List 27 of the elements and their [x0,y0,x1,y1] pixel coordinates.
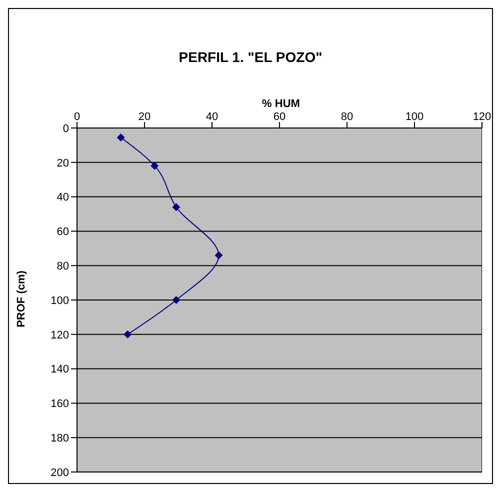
x-tick-label: 80 [340,111,354,123]
x-tick-label: 120 [472,111,492,123]
point [172,203,180,212]
y-tick-label: 40 [56,192,69,204]
x-tick-label: 40 [206,111,218,123]
point [124,330,132,338]
x-tick-label: 60 [273,111,286,123]
y-tick-label: 180 [50,432,69,445]
y-tick-label: 120 [50,329,69,342]
y-tick-label: 140 [50,364,69,376]
y-tick-label: 80 [56,260,69,273]
y-tick-label: 0 [62,122,69,135]
x-tick-label: 100 [405,111,424,123]
y-tick-label: 60 [56,226,69,238]
y-tick-label: 100 [50,294,69,307]
x-tick-label: 0 [74,111,80,123]
y-tick-label: 200 [50,466,69,479]
y-tick-label: 20 [56,157,69,170]
point [116,133,125,142]
x-tick-label: 20 [138,111,151,123]
point [172,296,180,304]
point [214,251,223,260]
chart-title: PERFIL 1. "EL POZO" [178,49,324,65]
y-axis-title: PROF (cm) [15,270,27,328]
point [150,162,159,170]
x-axis-title: % HUM [261,98,301,110]
y-tick-label: 160 [50,398,69,410]
